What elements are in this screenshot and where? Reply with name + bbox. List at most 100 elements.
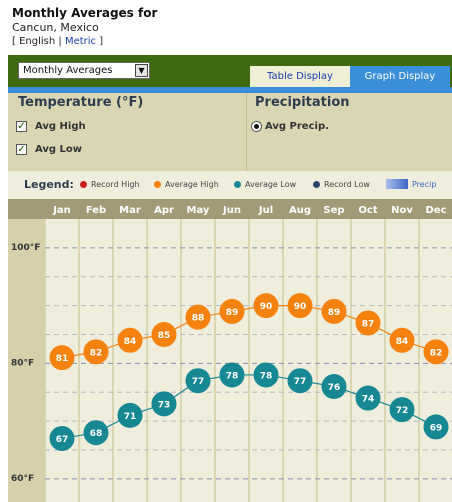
average-low-dot-icon: [234, 181, 241, 188]
temperature-chart: Jan Feb Mar Apr May Jun Jul Aug Sep Oct Nov Dec 100°…: [8, 199, 452, 502]
avg-low-value-label: 69: [430, 423, 443, 433]
avg-high-value-label: 82: [430, 348, 443, 358]
avg-high-value-label: 84: [124, 337, 137, 347]
average-high-dot-icon: [154, 181, 161, 188]
bracket-open: [: [12, 36, 16, 47]
dropdown-arrow-icon[interactable]: ▼: [135, 64, 148, 77]
avg-high-value-label: 82: [90, 348, 103, 358]
view-select[interactable]: Monthly Averages ▼: [18, 62, 150, 79]
avg-low-checkbox[interactable]: ✓: [16, 144, 27, 155]
avg-high-label: Avg High: [35, 121, 86, 132]
avg-low-point: [117, 402, 143, 428]
panel-divider: [246, 93, 247, 171]
avg-low-point: [83, 420, 109, 446]
options-panel: Temperature (°F) ✓ Avg High ✓ Avg Low Pr…: [8, 93, 452, 171]
avg-low-point: [219, 362, 245, 388]
month-header-bar: [8, 199, 452, 219]
avg-high-point: [423, 339, 449, 365]
avg-low-value-label: 71: [124, 412, 137, 422]
avg-precip-radio[interactable]: [251, 121, 262, 132]
legend-record-high: Record High: [91, 180, 140, 189]
avg-low-value-label: 74: [362, 395, 375, 405]
avg-high-point: [355, 310, 381, 336]
record-high-dot-icon: [80, 181, 87, 188]
tab-graph-display[interactable]: Graph Display: [350, 66, 450, 87]
avg-low-label: Avg Low: [35, 144, 83, 155]
avg-low-value-label: 76: [328, 383, 341, 393]
tab-underline-strip: [8, 87, 452, 93]
english-unit-option[interactable]: English: [19, 36, 56, 47]
avg-high-value-label: 89: [328, 308, 341, 318]
legend-average-high: Average High: [165, 180, 219, 189]
avg-high-value-label: 88: [192, 314, 205, 324]
precipitation-heading: Precipitation: [255, 95, 350, 110]
y-tick-label: 100°F: [11, 243, 40, 253]
month-label-dec: Dec: [425, 205, 446, 216]
avg-high-value-label: 90: [294, 302, 307, 312]
month-label-feb: Feb: [86, 205, 106, 216]
avg-low-point: [49, 425, 75, 451]
avg-low-point: [287, 368, 313, 394]
bracket-close: ]: [99, 36, 104, 47]
avg-low-point: [151, 391, 177, 417]
avg-high-checkbox[interactable]: ✓: [16, 121, 27, 132]
view-select-value: Monthly Averages: [23, 65, 113, 76]
month-label-jan: Jan: [52, 205, 71, 216]
month-label-sep: Sep: [323, 205, 344, 216]
y-tick-label: 60°F: [11, 474, 34, 484]
avg-low-value-label: 78: [226, 371, 239, 381]
avg-high-point: [287, 293, 313, 319]
avg-low-value-label: 77: [192, 377, 205, 387]
avg-high-value-label: 85: [158, 331, 171, 341]
month-label-jul: Jul: [258, 205, 273, 216]
avg-high-value-label: 87: [362, 319, 375, 329]
avg-low-value-label: 73: [158, 400, 171, 410]
avg-low-point: [321, 373, 347, 399]
metric-unit-link[interactable]: Metric: [64, 36, 97, 47]
toolbar: Monthly Averages ▼ Table Display Graph D…: [8, 55, 452, 93]
month-label-oct: Oct: [358, 205, 377, 216]
avg-low-value-label: 68: [90, 429, 103, 439]
unit-separator: |: [58, 36, 62, 47]
avg-low-value-label: 67: [56, 435, 69, 445]
radio-dot-icon: [254, 124, 259, 129]
avg-precip-label: Avg Precip.: [265, 121, 329, 132]
avg-low-value-label: 77: [294, 377, 307, 387]
month-label-may: May: [187, 205, 210, 216]
avg-low-point: [389, 397, 415, 423]
avg-high-point: [49, 345, 75, 371]
avg-low-point: [185, 368, 211, 394]
month-label-apr: Apr: [154, 205, 174, 216]
page-header: Monthly Averages for Cancun, Mexico [ En…: [12, 6, 442, 49]
month-label-mar: Mar: [119, 205, 141, 216]
avg-high-point: [253, 293, 279, 319]
avg-high-point: [219, 298, 245, 324]
y-tick-label: 80°F: [11, 358, 34, 368]
legend-precip: Precip: [412, 180, 437, 189]
avg-high-value-label: 89: [226, 308, 239, 318]
avg-low-point: [423, 414, 449, 440]
legend-average-low: Average Low: [245, 180, 297, 189]
month-label-jun: Jun: [222, 205, 241, 216]
tab-table-display[interactable]: Table Display: [250, 66, 350, 87]
y-axis-band: [8, 219, 45, 502]
unit-switcher: [ English | Metric ]: [12, 35, 442, 49]
avg-low-value-label: 78: [260, 371, 273, 381]
avg-high-point: [117, 327, 143, 353]
chart-background: [8, 199, 452, 502]
month-label-aug: Aug: [289, 205, 311, 216]
temperature-heading: Temperature (°F): [18, 95, 144, 110]
avg-high-point: [185, 304, 211, 330]
record-low-dot-icon: [313, 181, 320, 188]
legend-title: Legend:: [24, 178, 74, 191]
avg-high-point: [83, 339, 109, 365]
avg-high-point: [321, 298, 347, 324]
avg-high-value-label: 84: [396, 337, 409, 347]
month-label-nov: Nov: [391, 205, 413, 216]
avg-low-value-label: 72: [396, 406, 409, 416]
avg-low-point: [355, 385, 381, 411]
avg-high-value-label: 81: [56, 354, 69, 364]
precip-swatch-icon: [386, 179, 408, 189]
avg-high-point: [151, 322, 177, 348]
legend-bar: Legend: Record High Average High Average…: [8, 171, 452, 199]
